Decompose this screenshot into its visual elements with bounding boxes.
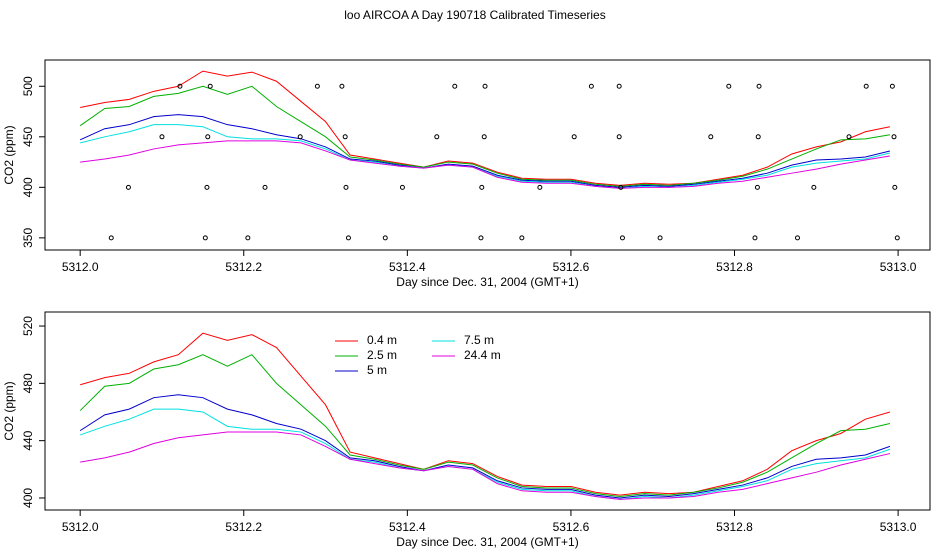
scatter-point	[245, 235, 251, 241]
scatter-point	[708, 134, 714, 140]
scatter-point	[619, 235, 625, 241]
scatter-point	[479, 184, 485, 190]
chart-title: loo AIRCOA A Day 190718 Calibrated Times…	[344, 8, 605, 22]
scatter-point	[339, 83, 345, 89]
scatter-point	[892, 184, 898, 190]
x-tick-label: 5312.6	[553, 520, 590, 534]
scatter-point	[537, 184, 543, 190]
scatter-point	[891, 134, 897, 140]
series-line	[79, 85, 891, 187]
scatter-point	[478, 235, 484, 241]
y-tick-label: 520	[21, 316, 35, 336]
scatter-point	[571, 134, 577, 140]
y-tick-label: 450	[21, 126, 35, 146]
scatter-point	[754, 184, 760, 190]
x-tick-label: 5312.4	[389, 520, 426, 534]
scatter-point	[657, 235, 663, 241]
scatter-point	[202, 235, 208, 241]
scatter-point	[297, 134, 303, 140]
scatter-point	[616, 83, 622, 89]
x-tick-label: 5312.0	[62, 260, 99, 274]
scatter-point	[811, 184, 817, 190]
legend-label: 5 m	[367, 363, 387, 377]
x-tick-label: 5312.2	[225, 260, 262, 274]
scatter-point	[756, 83, 762, 89]
scatter-point	[755, 134, 761, 140]
y-tick-label: 440	[21, 430, 35, 450]
y-tick-label: 480	[21, 373, 35, 393]
x-axis-label: Day since Dec. 31, 2004 (GMT+1)	[396, 535, 578, 549]
x-tick-label: 5312.6	[553, 260, 590, 274]
scatter-point	[894, 235, 900, 241]
y-axis-label: CO2 (ppm)	[2, 381, 16, 440]
scatter-point	[159, 134, 165, 140]
scatter-point	[519, 235, 525, 241]
scatter-point	[262, 184, 268, 190]
legend-label: 24.4 m	[464, 348, 501, 362]
scatter-point	[618, 184, 624, 190]
scatter-point	[345, 235, 351, 241]
scatter-point	[863, 83, 869, 89]
series-line	[80, 140, 891, 189]
x-axis-label: Day since Dec. 31, 2004 (GMT+1)	[396, 275, 578, 289]
y-tick-label: 350	[21, 228, 35, 248]
x-tick-label: 5312.8	[716, 260, 753, 274]
scatter-point	[125, 184, 131, 190]
x-tick-label: 5312.0	[62, 520, 99, 534]
scatter-point	[108, 235, 114, 241]
series-line	[80, 431, 891, 500]
x-tick-label: 5313.0	[880, 260, 917, 274]
x-tick-label: 5312.2	[225, 520, 262, 534]
scatter-point	[205, 134, 211, 140]
y-tick-label: 400	[21, 177, 35, 197]
x-tick-label: 5312.8	[716, 520, 753, 534]
scatter-point	[846, 134, 852, 140]
legend-label: 2.5 m	[367, 348, 397, 362]
scatter-point	[752, 235, 758, 241]
series-line	[79, 114, 891, 188]
scatter-point	[177, 83, 183, 89]
x-tick-label: 5313.0	[880, 520, 917, 534]
scatter-point	[726, 83, 732, 89]
scatter-point	[616, 134, 622, 140]
scatter-point	[204, 184, 210, 190]
series-line	[80, 70, 891, 186]
plot-frame	[44, 59, 931, 251]
scatter-point	[481, 134, 487, 140]
scatter-point	[889, 83, 895, 89]
series-line	[79, 394, 891, 499]
x-tick-label: 5312.4	[389, 260, 426, 274]
scatter-point	[382, 235, 388, 241]
legend-label: 0.4 m	[367, 333, 397, 347]
y-tick-label: 500	[21, 76, 35, 96]
scatter-point	[399, 184, 405, 190]
scatter-point	[314, 83, 320, 89]
scatter-point	[482, 83, 488, 89]
scatter-point	[342, 134, 348, 140]
series-line	[80, 332, 891, 496]
plot-frame	[44, 311, 931, 511]
series-line	[80, 124, 891, 189]
series-line	[80, 408, 891, 500]
scatter-point	[588, 83, 594, 89]
y-axis-label: CO2 (ppm)	[2, 125, 16, 184]
legend-label: 7.5 m	[464, 333, 494, 347]
scatter-point	[207, 83, 213, 89]
scatter-point	[434, 134, 440, 140]
scatter-point	[452, 83, 458, 89]
scatter-point	[343, 184, 349, 190]
y-tick-label: 400	[21, 488, 35, 508]
scatter-point	[794, 235, 800, 241]
series-line	[79, 354, 891, 498]
